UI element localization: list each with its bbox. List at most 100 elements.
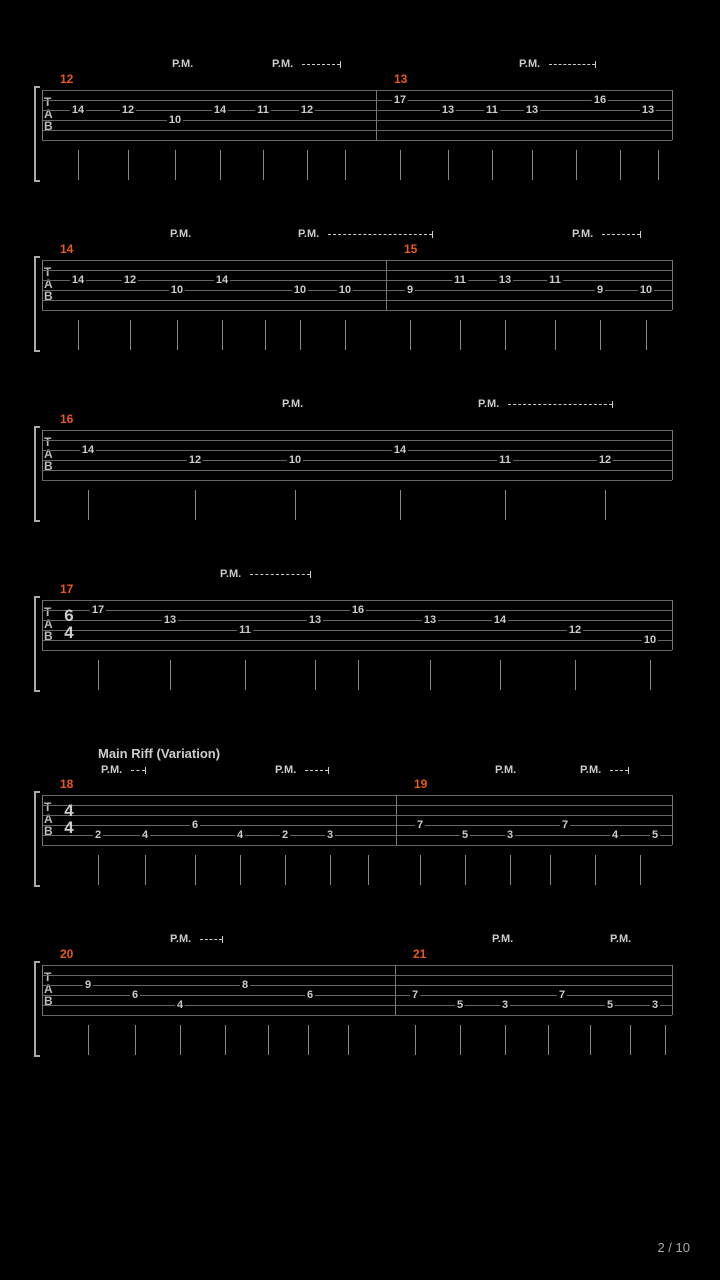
palm-mute-label: P.M. — [492, 933, 513, 945]
system-bracket — [34, 256, 40, 352]
tab-note: 6 — [305, 989, 315, 1001]
tab-note: 10 — [642, 634, 658, 646]
tab-note: 11 — [484, 104, 500, 116]
tab-note: 7 — [410, 989, 420, 1001]
tab-note: 16 — [592, 94, 608, 106]
measure-number: 21 — [413, 947, 426, 961]
rhythm-stems — [42, 855, 672, 895]
palm-mute-label: P.M. — [172, 58, 193, 70]
palm-mute-label: P.M. — [495, 764, 516, 776]
palm-mute-label: P.M. — [610, 933, 631, 945]
tab-note: 10 — [292, 284, 308, 296]
palm-mute-extent — [508, 404, 612, 405]
measure-number: 13 — [394, 72, 407, 86]
barline — [672, 795, 673, 845]
palm-mute-label: P.M. — [478, 398, 499, 410]
tab-note: 14 — [492, 614, 508, 626]
barline — [42, 600, 43, 650]
palm-mute-end — [640, 231, 641, 238]
palm-mute-extent — [602, 234, 640, 235]
measure-number: 17 — [60, 582, 73, 596]
measure-number: 18 — [60, 777, 73, 791]
tab-note: 13 — [440, 104, 456, 116]
tab-staff — [42, 795, 672, 845]
system-bracket — [34, 961, 40, 1057]
tab-note: 13 — [497, 274, 513, 286]
time-signature: 64 — [60, 608, 78, 642]
tab-note: 13 — [162, 614, 178, 626]
tab-note: 12 — [597, 454, 613, 466]
barline — [42, 430, 43, 480]
barline — [396, 795, 397, 845]
palm-mute-label: P.M. — [282, 398, 303, 410]
tab-note: 6 — [190, 819, 200, 831]
palm-mute-label: P.M. — [572, 228, 593, 240]
palm-mute-extent — [305, 770, 328, 771]
barline — [42, 965, 43, 1015]
barline — [42, 260, 43, 310]
palm-mute-end — [145, 767, 146, 774]
tab-note: 17 — [90, 604, 106, 616]
measure-number: 16 — [60, 412, 73, 426]
rhythm-stems — [42, 660, 672, 700]
tab-note: 9 — [405, 284, 415, 296]
palm-mute-label: P.M. — [101, 764, 122, 776]
tab-note: 7 — [557, 989, 567, 1001]
barline — [386, 260, 387, 310]
tab-staff — [42, 430, 672, 480]
tab-note: 14 — [70, 104, 86, 116]
palm-mute-label: P.M. — [298, 228, 319, 240]
tab-note: 13 — [524, 104, 540, 116]
system-bracket — [34, 791, 40, 887]
tab-note: 10 — [169, 284, 185, 296]
palm-mute-label: P.M. — [170, 228, 191, 240]
palm-mute-label: P.M. — [220, 568, 241, 580]
tab-note: 12 — [187, 454, 203, 466]
measure-number: 19 — [414, 777, 427, 791]
tab-note: 13 — [422, 614, 438, 626]
measure-number: 15 — [404, 242, 417, 256]
barline — [672, 430, 673, 480]
measure-number: 20 — [60, 947, 73, 961]
time-signature: 44 — [60, 803, 78, 837]
tab-note: 12 — [299, 104, 315, 116]
palm-mute-end — [310, 571, 311, 578]
palm-mute-extent — [549, 64, 595, 65]
rhythm-stems — [42, 150, 672, 190]
tab-note: 5 — [605, 999, 615, 1011]
tab-note: 10 — [638, 284, 654, 296]
tab-note: 17 — [392, 94, 408, 106]
rhythm-stems — [42, 320, 672, 360]
palm-mute-extent — [200, 939, 222, 940]
page-number: 2 / 10 — [657, 1240, 690, 1255]
barline — [672, 600, 673, 650]
tab-note: 2 — [280, 829, 290, 841]
palm-mute-end — [595, 61, 596, 68]
tab-note: 4 — [175, 999, 185, 1011]
tab-note: 2 — [93, 829, 103, 841]
barline — [376, 90, 377, 140]
tab-note: 5 — [650, 829, 660, 841]
tab-note: 6 — [130, 989, 140, 1001]
tab-staff — [42, 90, 672, 140]
tab-note: 5 — [455, 999, 465, 1011]
tab-note: 14 — [80, 444, 96, 456]
system-bracket — [34, 426, 40, 522]
tab-note: 16 — [350, 604, 366, 616]
tab-note: 11 — [237, 624, 253, 636]
palm-mute-label: P.M. — [519, 58, 540, 70]
tab-note: 4 — [235, 829, 245, 841]
tab-note: 4 — [140, 829, 150, 841]
tab-note: 11 — [497, 454, 513, 466]
palm-mute-end — [612, 401, 613, 408]
tab-note: 12 — [567, 624, 583, 636]
palm-mute-extent — [328, 234, 432, 235]
palm-mute-end — [340, 61, 341, 68]
tab-note: 10 — [167, 114, 183, 126]
palm-mute-end — [222, 936, 223, 943]
tab-note: 9 — [595, 284, 605, 296]
tab-note: 4 — [610, 829, 620, 841]
tab-note: 14 — [214, 274, 230, 286]
tab-note: 14 — [70, 274, 86, 286]
tab-note: 11 — [547, 274, 563, 286]
